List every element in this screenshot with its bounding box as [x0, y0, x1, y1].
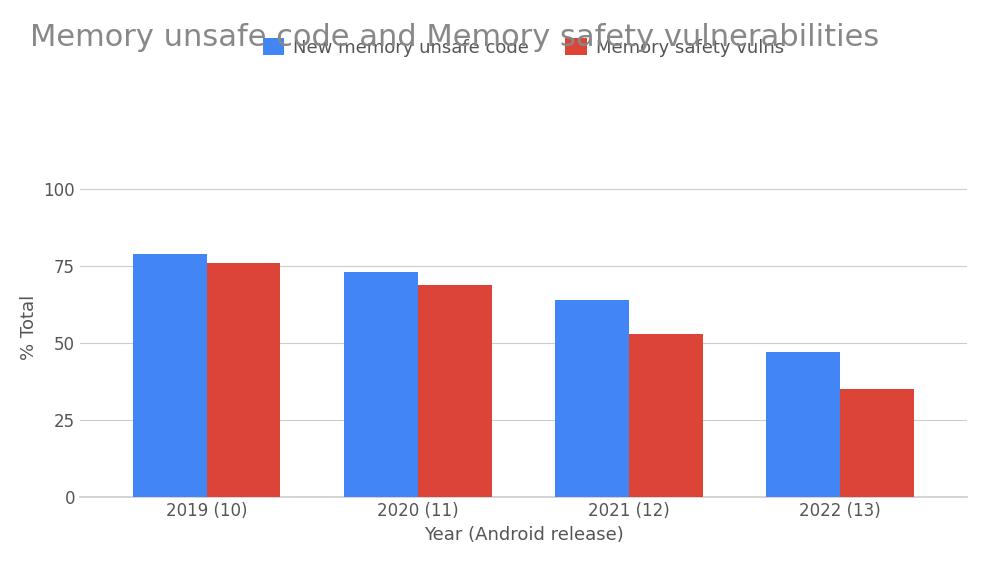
Bar — [418, 285, 492, 497]
Legend: New memory unsafe code, Memory safety vulns: New memory unsafe code, Memory safety vu… — [262, 38, 785, 56]
Y-axis label: % Total: % Total — [20, 295, 38, 360]
Text: Memory unsafe code and Memory safety vulnerabilities: Memory unsafe code and Memory safety vul… — [30, 23, 879, 51]
Bar — [767, 353, 840, 497]
Bar — [206, 263, 280, 497]
Bar — [344, 272, 418, 497]
Bar — [133, 254, 206, 497]
Bar — [555, 300, 629, 497]
X-axis label: Year (Android release): Year (Android release) — [424, 525, 623, 544]
Bar — [840, 389, 914, 497]
Bar — [629, 334, 703, 497]
